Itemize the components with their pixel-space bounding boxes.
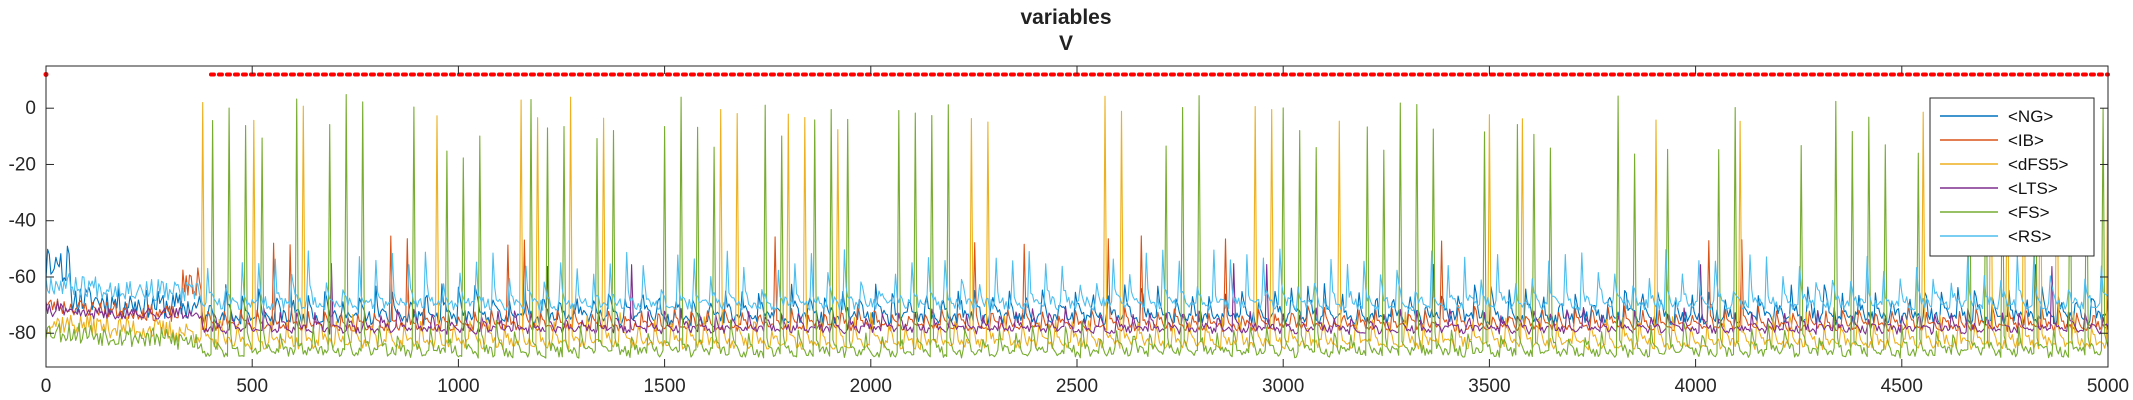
series-layer bbox=[46, 94, 2108, 359]
y-tick-label: -80 bbox=[9, 323, 36, 344]
legend-label: <NG> bbox=[2008, 107, 2053, 126]
x-tick-label: 4000 bbox=[1674, 376, 1716, 397]
series-line-3 bbox=[46, 95, 2108, 351]
x-tick-label: 3500 bbox=[1468, 376, 1510, 397]
x-tick-label: 1000 bbox=[437, 376, 479, 397]
series-line-5 bbox=[46, 94, 2108, 359]
legend-label: <RS> bbox=[2008, 227, 2052, 246]
y-tick-label: -20 bbox=[9, 154, 36, 175]
chart-title-line-2: V bbox=[1059, 32, 1073, 55]
plot-frame bbox=[45, 65, 2109, 368]
legend-label: <IB> bbox=[2008, 131, 2044, 150]
legend: <NG> <IB> <dFS5> <LTS> <FS> <RS> bbox=[1929, 97, 2095, 257]
series-line-2 bbox=[46, 235, 2108, 333]
x-tick-label: 2000 bbox=[850, 376, 892, 397]
x-tick-label: 2500 bbox=[1056, 376, 1098, 397]
axes-layer: 0 500 1000 1500 2000 2500 3000 3500 4000 4500 5000… bbox=[9, 65, 2129, 397]
chart-title-line-1: variables bbox=[1020, 6, 1111, 29]
x-tick-label: 1500 bbox=[643, 376, 685, 397]
series-line-4 bbox=[46, 263, 2108, 336]
series-line-6 bbox=[46, 248, 2108, 311]
legend-label: <LTS> bbox=[2008, 179, 2058, 198]
y-tick-label: 0 bbox=[25, 98, 36, 119]
x-tick-label: 5000 bbox=[2087, 376, 2129, 397]
x-tick-label: 500 bbox=[236, 376, 268, 397]
x-tick-label: 0 bbox=[41, 376, 52, 397]
legend-box bbox=[1929, 97, 2095, 257]
x-tick-label: 3000 bbox=[1262, 376, 1304, 397]
threshold-layer bbox=[43, 71, 2110, 77]
x-tick-label: 4500 bbox=[1881, 376, 1923, 397]
legend-label: <dFS5> bbox=[2008, 155, 2069, 174]
chart-title: variables V bbox=[1020, 6, 1111, 55]
y-tick-label: -60 bbox=[9, 267, 36, 288]
y-tick-label: -40 bbox=[9, 211, 36, 232]
legend-label: <FS> bbox=[2008, 203, 2050, 222]
